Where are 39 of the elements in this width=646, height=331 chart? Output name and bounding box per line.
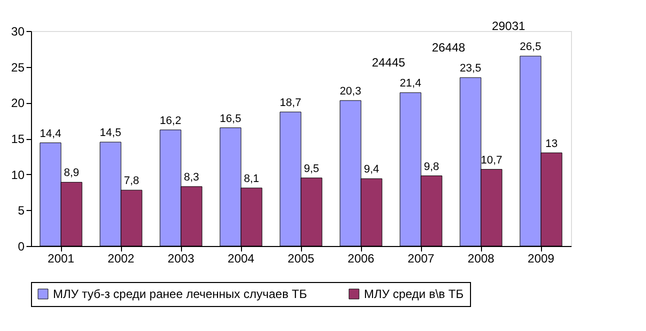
data-label: 23,5	[460, 62, 482, 75]
annotation: 29031	[492, 19, 526, 34]
y-tick-label: 30	[11, 24, 25, 38]
data-label: 8,1	[244, 172, 260, 185]
x-tick-label: 2001	[48, 252, 75, 266]
y-tick-label: 10	[11, 168, 25, 182]
data-label: 20,3	[340, 86, 362, 98]
data-label: 13	[545, 138, 558, 150]
legend-label: МЛУ среди в\в ТБ	[364, 287, 464, 301]
x-tick-label: 2008	[468, 252, 495, 266]
x-tick-label: 2003	[168, 252, 195, 266]
x-tick-label: 2009	[528, 252, 555, 266]
annotation: 24445	[372, 56, 406, 70]
data-label: 8,3	[184, 172, 200, 184]
x-tick-label: 2002	[108, 252, 135, 266]
data-label: 9,5	[304, 162, 320, 175]
data-label: 7,8	[124, 175, 140, 188]
y-tick-label: 15	[11, 132, 25, 146]
x-tick-label: 2006	[348, 252, 375, 266]
data-label: 9,8	[424, 160, 440, 173]
legend-label: МЛУ туб-з среди ранее леченных случаев ТБ	[53, 287, 308, 301]
data-label: 16,5	[220, 112, 242, 125]
y-tick-label: 25	[11, 60, 25, 74]
data-label: 14,4	[40, 128, 62, 140]
y-tick-label: 0	[18, 240, 25, 254]
data-label: 16,2	[160, 114, 182, 127]
x-tick-label: 2007	[408, 252, 435, 266]
data-label: 18,7	[280, 96, 302, 109]
data-label: 8,9	[64, 167, 80, 180]
data-label: 14,5	[100, 127, 122, 140]
data-label: 21,4	[400, 78, 422, 90]
x-tick-label: 2005	[288, 252, 315, 266]
y-tick-label: 5	[18, 204, 25, 218]
data-label: 9,4	[364, 164, 380, 176]
y-tick-label: 20	[11, 96, 25, 110]
annotation: 26448	[432, 40, 466, 55]
x-tick-label: 2004	[228, 252, 255, 266]
data-label: 26,5	[520, 41, 542, 54]
data-label: 10,7	[480, 154, 502, 166]
